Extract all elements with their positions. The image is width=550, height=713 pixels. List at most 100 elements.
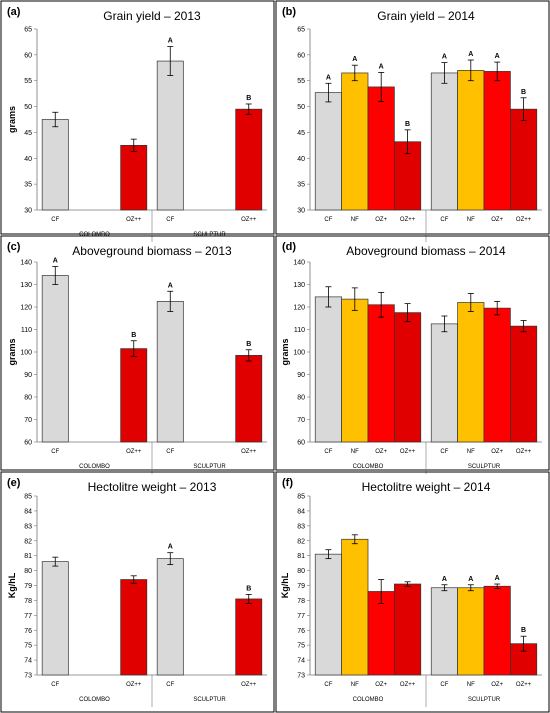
group-label: SCULPTUR xyxy=(468,464,501,470)
chart-panel-5: (f) Hectolitre weight – 2014 73 74 75 76 77 78 7… xyxy=(275,471,550,713)
y-tick-label: 130 xyxy=(20,282,32,289)
group-label: COLOMBO xyxy=(353,697,384,703)
x-tick-label: OZ+ xyxy=(491,217,503,223)
significance-letter: A xyxy=(53,258,58,265)
x-tick-label: OZ++ xyxy=(241,449,257,455)
y-tick-label: 80 xyxy=(24,568,32,575)
significance-letter: A xyxy=(168,38,173,45)
bar xyxy=(510,325,538,443)
bar xyxy=(341,298,369,443)
significance-letter: A xyxy=(468,576,473,583)
y-tick-label: 35 xyxy=(24,182,32,189)
y-tick-label: 50 xyxy=(297,104,305,111)
bar xyxy=(457,302,485,443)
bar xyxy=(457,587,485,676)
y-tick-label: 90 xyxy=(297,372,305,379)
significance-letter: B xyxy=(521,627,526,634)
chart-panel-0: (a) Grain yield – 2013 30 35 40 45 50 55 60 65 gra… xyxy=(0,0,275,242)
y-tick-label: 76 xyxy=(24,628,32,635)
bar xyxy=(314,92,342,211)
significance-letter: B xyxy=(246,585,251,592)
x-tick-label: OZ++ xyxy=(241,217,257,223)
group-label: COLOMBO xyxy=(79,232,110,238)
significance-letter: A xyxy=(468,51,473,58)
chart-title: Grain yield – 2014 xyxy=(377,9,475,23)
significance-letter: B xyxy=(246,341,251,348)
panel-frame xyxy=(275,235,550,471)
y-tick-label: 55 xyxy=(24,78,32,85)
y-axis-label: Kg/hL xyxy=(7,572,17,598)
y-tick-label: 84 xyxy=(24,508,32,515)
y-tick-label: 77 xyxy=(297,613,305,620)
x-tick-label: OZ++ xyxy=(126,449,142,455)
group-label: COLOMBO xyxy=(79,464,110,470)
y-tick-label: 40 xyxy=(24,156,32,163)
x-tick-label: OZ++ xyxy=(516,217,532,223)
x-tick-label: OZ++ xyxy=(516,449,532,455)
y-tick-label: 83 xyxy=(297,523,305,530)
significance-letter: B xyxy=(405,121,410,128)
x-tick-label: NF xyxy=(351,682,359,688)
x-tick-label: CF xyxy=(324,217,332,223)
x-tick-label: OZ+ xyxy=(375,449,387,455)
group-label: SCULPTUR xyxy=(193,232,226,238)
y-tick-label: 73 xyxy=(24,673,32,680)
bar xyxy=(235,355,263,443)
group-label: SCULPTUR xyxy=(193,464,226,470)
significance-letter: A xyxy=(352,56,357,63)
y-tick-label: 75 xyxy=(24,643,32,650)
panel-frame xyxy=(0,471,275,713)
bar xyxy=(235,598,263,676)
panel-frame xyxy=(0,235,275,471)
y-tick-label: 55 xyxy=(297,78,305,85)
bar xyxy=(367,304,395,443)
y-tick-label: 85 xyxy=(24,494,32,501)
x-tick-label: OZ++ xyxy=(400,682,416,688)
y-tick-label: 81 xyxy=(24,553,32,560)
y-tick-label: 80 xyxy=(297,568,305,575)
significance-letter: B xyxy=(131,332,136,339)
y-tick-label: 30 xyxy=(297,208,305,215)
x-tick-label: CF xyxy=(324,449,332,455)
y-tick-label: 40 xyxy=(297,156,305,163)
x-tick-label: CF xyxy=(166,449,174,455)
y-tick-label: 60 xyxy=(297,52,305,59)
y-axis-label: Kg/hL xyxy=(280,572,290,598)
bar xyxy=(120,579,148,676)
bar xyxy=(314,296,342,443)
x-tick-label: OZ++ xyxy=(126,682,142,688)
panel-frame xyxy=(0,0,275,235)
chart-panel-3: (d) Aboveground biomass – 2014 60 70 80 90 100… xyxy=(275,235,550,474)
significance-letter: A xyxy=(168,544,173,551)
bar xyxy=(41,275,69,443)
y-tick-label: 76 xyxy=(297,628,305,635)
bar xyxy=(41,119,69,211)
panel-label: (d) xyxy=(282,241,296,253)
bar xyxy=(156,301,184,443)
x-tick-label: OZ++ xyxy=(400,449,416,455)
significance-letter: A xyxy=(326,74,331,81)
panel-label: (e) xyxy=(7,477,21,489)
significance-letter: A xyxy=(168,282,173,289)
chart-panel-4: (e) Hectolitre weight – 2013 73 74 75 76 77 78 7… xyxy=(0,471,275,713)
y-axis-label: grams xyxy=(7,338,17,365)
significance-letter: A xyxy=(495,575,500,582)
significance-letter: A xyxy=(442,576,447,583)
x-tick-label: CF xyxy=(440,217,448,223)
y-tick-label: 73 xyxy=(297,673,305,680)
bar xyxy=(367,591,395,676)
y-tick-label: 110 xyxy=(294,327,305,334)
bar xyxy=(41,561,69,676)
bar xyxy=(430,323,458,443)
x-tick-label: NF xyxy=(351,217,359,223)
y-tick-label: 45 xyxy=(297,130,305,137)
bar xyxy=(314,553,342,676)
group-label: SCULPTUR xyxy=(193,697,226,703)
y-tick-label: 75 xyxy=(297,643,305,650)
group-label: SCULPTUR xyxy=(468,697,501,703)
bar xyxy=(156,60,184,211)
x-tick-label: CF xyxy=(51,217,59,223)
x-tick-label: CF xyxy=(324,682,332,688)
y-tick-label: 120 xyxy=(20,305,32,312)
